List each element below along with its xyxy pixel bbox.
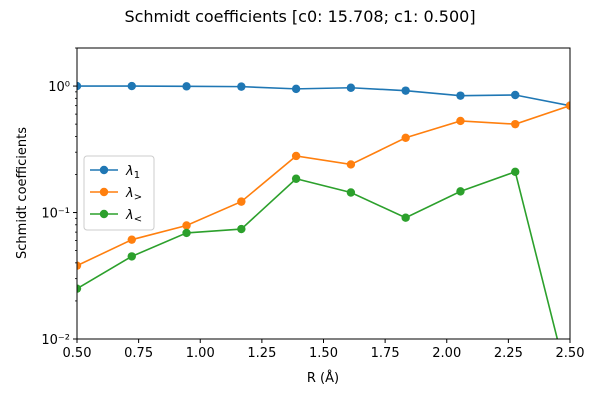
legend: λ1 λ> λ< — [83, 155, 155, 231]
data-point — [77, 284, 82, 293]
y-axis-label: Schmidt coefficients — [15, 127, 30, 259]
y-tick-label: 10⁻² — [41, 333, 70, 348]
data-point — [401, 213, 410, 222]
series-line-1 — [77, 104, 570, 267]
x-tick-label: 2.00 — [432, 346, 461, 361]
data-point — [182, 228, 191, 238]
legend-label: λ> — [125, 186, 142, 203]
x-tick-label: 1.50 — [309, 346, 338, 361]
data-point — [127, 81, 136, 91]
data-point — [511, 167, 520, 176]
data-point — [401, 86, 410, 95]
series-line-2 — [77, 170, 559, 339]
data-point — [182, 82, 191, 91]
data-point — [346, 188, 356, 197]
data-point — [77, 81, 82, 91]
legend-marker — [99, 209, 109, 219]
legend-label: λ1 — [125, 164, 140, 181]
x-tick-label: 0.75 — [124, 346, 153, 361]
data-point — [291, 84, 301, 94]
data-point — [511, 119, 520, 129]
x-axis: 0.50 0.75 1.00 1.25 1.50 1.75 2.00 2.25 2.50 — [63, 339, 585, 361]
data-point — [127, 252, 136, 261]
x-tick-label: 1.25 — [247, 346, 276, 361]
data-point — [291, 151, 301, 161]
data-point — [456, 91, 465, 100]
legend-box — [83, 155, 155, 231]
legend-marker — [99, 187, 109, 197]
data-point — [511, 90, 520, 100]
x-tick-label: 1.00 — [186, 346, 215, 361]
data-point — [77, 261, 82, 270]
data-point — [456, 116, 465, 126]
legend-marker — [99, 165, 109, 175]
chart-title: Schmidt coefficients [c0: 15.708; c1: 0.… — [124, 7, 475, 26]
data-point — [566, 385, 574, 393]
data-point — [182, 221, 191, 230]
series-layer — [77, 81, 574, 393]
data-point — [456, 187, 465, 196]
x-axis-label: R (Å) — [307, 370, 339, 386]
data-point — [237, 224, 246, 234]
x-tick-label: 2.25 — [494, 346, 523, 361]
data-point — [346, 160, 356, 169]
x-tick-label: 2.50 — [556, 346, 585, 361]
y-axis: 10⁰ 10⁻¹ 10⁻² — [41, 47, 77, 348]
data-point — [346, 83, 356, 92]
data-point — [237, 197, 246, 206]
data-point — [127, 235, 136, 244]
y-tick-label: 10⁻¹ — [41, 207, 70, 222]
x-tick-label: 1.75 — [371, 346, 400, 361]
data-point — [401, 133, 410, 142]
series-line-0 — [77, 85, 570, 107]
data-point — [237, 82, 246, 91]
data-point — [565, 101, 570, 110]
legend-label: λ< — [125, 208, 142, 225]
data-point — [291, 174, 301, 183]
x-tick-label: 0.50 — [63, 346, 92, 361]
y-tick-label: 10⁰ — [48, 80, 70, 95]
